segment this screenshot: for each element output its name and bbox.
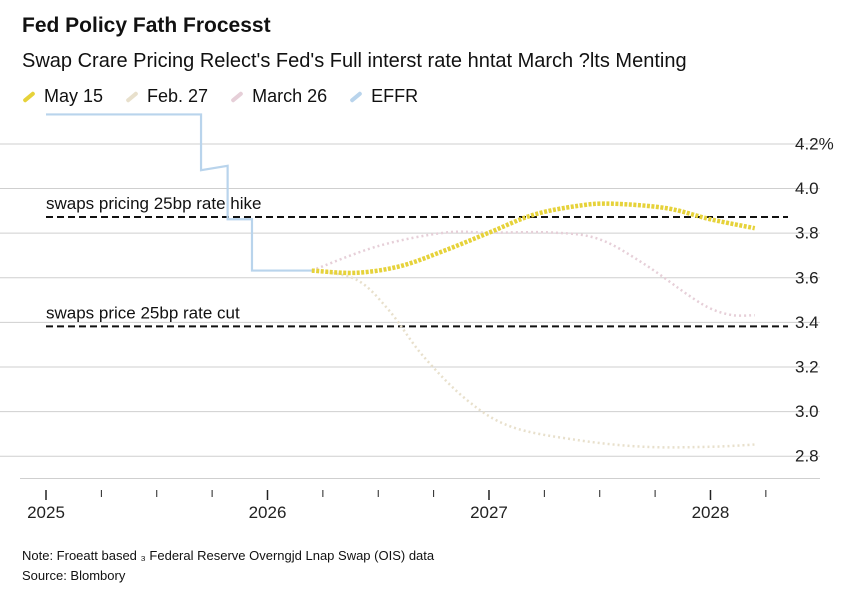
series-line-effr <box>46 113 312 272</box>
legend-label: May 15 <box>44 86 104 106</box>
y-tick-label: 3.4 <box>795 313 819 332</box>
source-note: Source: Blombory <box>22 568 126 583</box>
chart-legend: May 15 Feb. 27 March 26 EFFR <box>22 86 418 107</box>
y-tick-label: 4.2% <box>795 134 834 153</box>
series-line-march26 <box>311 230 755 317</box>
y-tick-label: 2.8 <box>795 447 819 466</box>
legend-label: Feb. 27 <box>147 86 209 106</box>
legend-item-march26: March 26 <box>230 86 327 107</box>
reference-line-label: swaps price 25bp rate cut <box>46 303 240 322</box>
x-tick-label: 2028 <box>692 503 730 522</box>
legend-item-may15: May 15 <box>22 86 103 107</box>
legend-item-feb27: Feb. 27 <box>125 86 208 107</box>
y-tick-label: 3.2 <box>795 357 819 376</box>
chart-title: Fed Policy Fath Frocesst <box>22 14 271 37</box>
y-tick-label: 3.8 <box>795 224 819 243</box>
chart-subtitle: Swap Crare Pricing Relect's Fed's Full i… <box>22 50 687 72</box>
reference-line-label: swaps pricing 25bp rate hike <box>46 194 261 213</box>
legend-label: March 26 <box>252 86 328 106</box>
y-tick-label: 4.0 <box>795 179 819 198</box>
x-tick-label: 2026 <box>249 503 287 522</box>
series-line-feb27 <box>311 269 755 449</box>
x-tick-label: 2027 <box>470 503 508 522</box>
y-tick-label: 3.0 <box>795 402 819 421</box>
x-tick-label: 2025 <box>27 503 65 522</box>
series-line-may15 <box>311 201 756 276</box>
legend-item-effr: EFFR <box>349 86 418 107</box>
legend-label: EFFR <box>371 86 419 106</box>
y-tick-label: 3.6 <box>795 268 819 287</box>
footnote: Note: Froeatt based ₃ Federal Reserve Ov… <box>22 548 435 563</box>
